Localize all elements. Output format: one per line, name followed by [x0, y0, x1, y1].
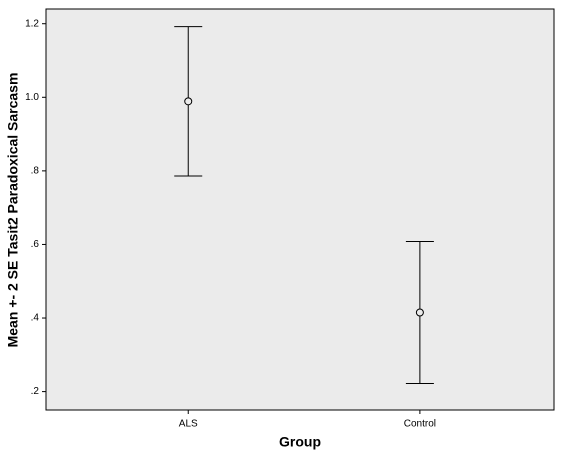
- x-tick-label: ALS: [179, 419, 198, 430]
- y-tick-label: 1.2: [25, 18, 39, 29]
- y-tick-label: 1.0: [25, 92, 39, 103]
- mean-point: [184, 97, 193, 106]
- plot-area: [45, 8, 555, 411]
- mean-point: [415, 308, 424, 317]
- y-tick-label: .4: [31, 313, 40, 324]
- y-tick-label: .6: [31, 239, 40, 250]
- y-axis-title: Mean +- 2 SE Tasit2 Paradoxical Sarcasm: [5, 73, 21, 348]
- x-tick-label: Control: [404, 419, 436, 430]
- x-axis-title: Group: [279, 434, 321, 450]
- y-tick-label: .8: [31, 166, 40, 177]
- y-tick-label: .2: [31, 386, 40, 397]
